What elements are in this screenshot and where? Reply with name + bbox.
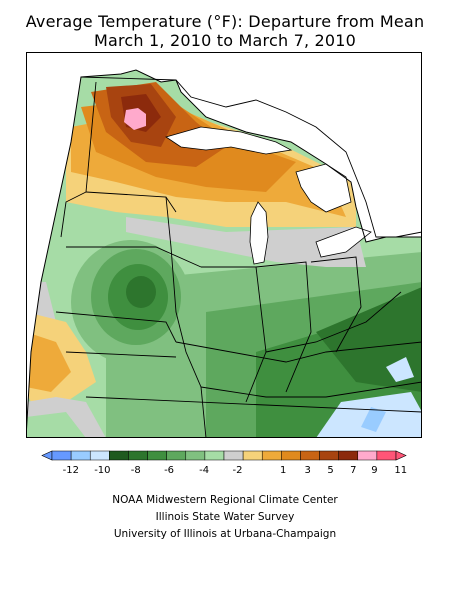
region-outline [26, 69, 422, 438]
legend-bin [204, 450, 225, 461]
legend-tick-label: -6 [164, 465, 174, 476]
map-title-line-1: Average Temperature (°F): Departure from… [25, 12, 425, 31]
legend-tick-label: 7 [350, 465, 356, 476]
legend-tick-label: 3 [305, 465, 311, 476]
legend-bin [261, 450, 282, 461]
legend-tick-label: 1 [280, 465, 286, 476]
legend-tick-labels: -12 -10 -8 -6 -4 -2 1 3 5 7 9 11 [63, 465, 407, 476]
legend-bin [128, 450, 148, 461]
legend-bin [376, 450, 397, 461]
legend-tick-label: -4 [199, 465, 209, 476]
legend-tick-label: -8 [131, 465, 141, 476]
legend-bin [51, 450, 72, 461]
credit-line-2: Illinois State Water Survey [155, 511, 295, 523]
legend-bin [166, 450, 187, 461]
credit-line-1: NOAA Midwestern Regional Climate Center [112, 494, 338, 506]
map-title-line-2: March 1, 2010 to March 7, 2010 [93, 31, 357, 50]
legend-bin [185, 450, 206, 461]
great-lakes [165, 126, 372, 265]
color-scale-legend: -12 -10 -8 -6 -4 -2 1 3 5 7 9 11 [41, 450, 407, 476]
legend-bin [70, 450, 91, 461]
legend-tick-label: -2 [233, 465, 243, 476]
legend-bins [41, 450, 407, 461]
legend-bin [242, 450, 263, 461]
legend-tick-label: 9 [371, 465, 377, 476]
legend-bin [109, 450, 129, 461]
legend-bin [300, 450, 320, 461]
legend-tick-label: 11 [394, 465, 407, 476]
international-border [80, 76, 422, 238]
legend-bin [357, 450, 378, 461]
legend-tick-label: -10 [94, 465, 110, 476]
legend-bin [89, 450, 110, 461]
legend-tick-label: 5 [327, 465, 333, 476]
map-frame [26, 52, 422, 438]
legend-bin [338, 450, 359, 461]
legend-bin [223, 450, 244, 461]
legend-tick-label: -12 [63, 465, 79, 476]
legend-bin [319, 450, 339, 461]
legend-arrow-high [395, 450, 407, 461]
credit-line-3: University of Illinois at Urbana-Champai… [113, 528, 337, 540]
legend-bin [281, 450, 301, 461]
legend-bin [147, 450, 167, 461]
temperature-departure-map [26, 52, 422, 438]
legend-arrow-low [41, 450, 53, 461]
state-boundaries [55, 81, 422, 438]
